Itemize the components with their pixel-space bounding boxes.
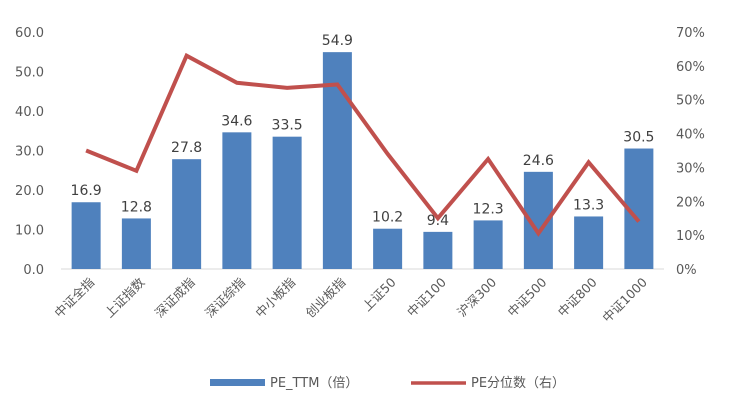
right-tick-label: 30% <box>676 161 705 176</box>
bar-value-label: 9.4 <box>427 213 449 229</box>
legend-bar-label: PE_TTM（倍） <box>270 376 358 391</box>
bar <box>473 220 503 269</box>
right-tick-label: 40% <box>676 128 705 143</box>
right-tick-label: 50% <box>676 94 705 109</box>
left-tick-label: 40.0 <box>15 105 44 120</box>
bar-value-label: 13.3 <box>573 197 604 213</box>
bar <box>172 159 202 269</box>
bar-value-label: 27.8 <box>171 140 202 156</box>
bar-value-label: 54.9 <box>322 33 353 49</box>
left-tick-label: 20.0 <box>15 184 44 199</box>
category-label: 深证综指 <box>202 275 248 321</box>
data-labels: 16.9 12.8 27.8 34.6 33.5 54.9 10.2 9.4 12.3 24.6 1… <box>71 33 655 229</box>
bar <box>272 136 302 269</box>
bar-series <box>71 52 654 269</box>
category-label: 上证指数 <box>102 274 148 320</box>
bar-value-label: 12.3 <box>473 201 504 217</box>
bar <box>423 231 453 269</box>
left-tick-label: 0.0 <box>23 263 44 278</box>
right-tick-label: 70% <box>676 26 705 41</box>
right-axis: 0% 10% 20% 30% 40% 50% 60% 70% <box>676 26 705 278</box>
bar-value-label: 34.6 <box>221 113 252 129</box>
category-label: 中小板指 <box>252 275 298 321</box>
category-label: 中证1000 <box>599 274 650 325</box>
bar <box>121 218 151 269</box>
pe-percentile-line <box>85 52 641 237</box>
category-label: 中证800 <box>555 274 600 319</box>
category-label: 深证成指 <box>152 275 198 321</box>
bar <box>373 228 403 269</box>
category-label: 中证全指 <box>51 275 97 321</box>
right-tick-label: 60% <box>676 60 705 75</box>
bar-value-label: 33.5 <box>272 118 303 134</box>
legend: PE_TTM（倍） PE分位数（右） <box>210 376 565 391</box>
category-label: 创业板指 <box>303 275 349 321</box>
left-axis: 0.0 10.0 20.0 30.0 40.0 50.0 60.0 <box>15 26 44 278</box>
bar <box>222 132 252 269</box>
right-tick-label: 20% <box>676 195 705 210</box>
left-tick-label: 50.0 <box>15 66 44 81</box>
bar <box>322 52 352 269</box>
bar-value-label: 12.8 <box>121 199 152 215</box>
category-label: 沪深300 <box>454 274 499 319</box>
bar <box>574 216 604 269</box>
bar-value-label: 10.2 <box>372 210 403 226</box>
left-tick-label: 60.0 <box>15 26 44 41</box>
category-label: 中证500 <box>504 274 549 319</box>
right-tick-label: 0% <box>676 263 697 278</box>
bar-value-label: 30.5 <box>623 130 654 146</box>
right-tick-label: 10% <box>676 229 705 244</box>
bar-value-label: 16.9 <box>71 183 102 199</box>
left-tick-label: 30.0 <box>15 145 44 160</box>
bar <box>71 202 101 269</box>
category-labels: 中证全指 上证指数 深证成指 深证综指 中小板指 创业板指 上证50 中证100 沪深300 中证… <box>51 274 650 325</box>
category-label: 中证100 <box>404 274 449 319</box>
legend-bar-swatch <box>210 379 265 386</box>
bar-value-label: 24.6 <box>523 153 554 169</box>
line-series <box>85 52 641 237</box>
category-label: 上证50 <box>359 274 399 314</box>
legend-line-label: PE分位数（右） <box>471 376 565 391</box>
left-tick-label: 10.0 <box>15 224 44 239</box>
